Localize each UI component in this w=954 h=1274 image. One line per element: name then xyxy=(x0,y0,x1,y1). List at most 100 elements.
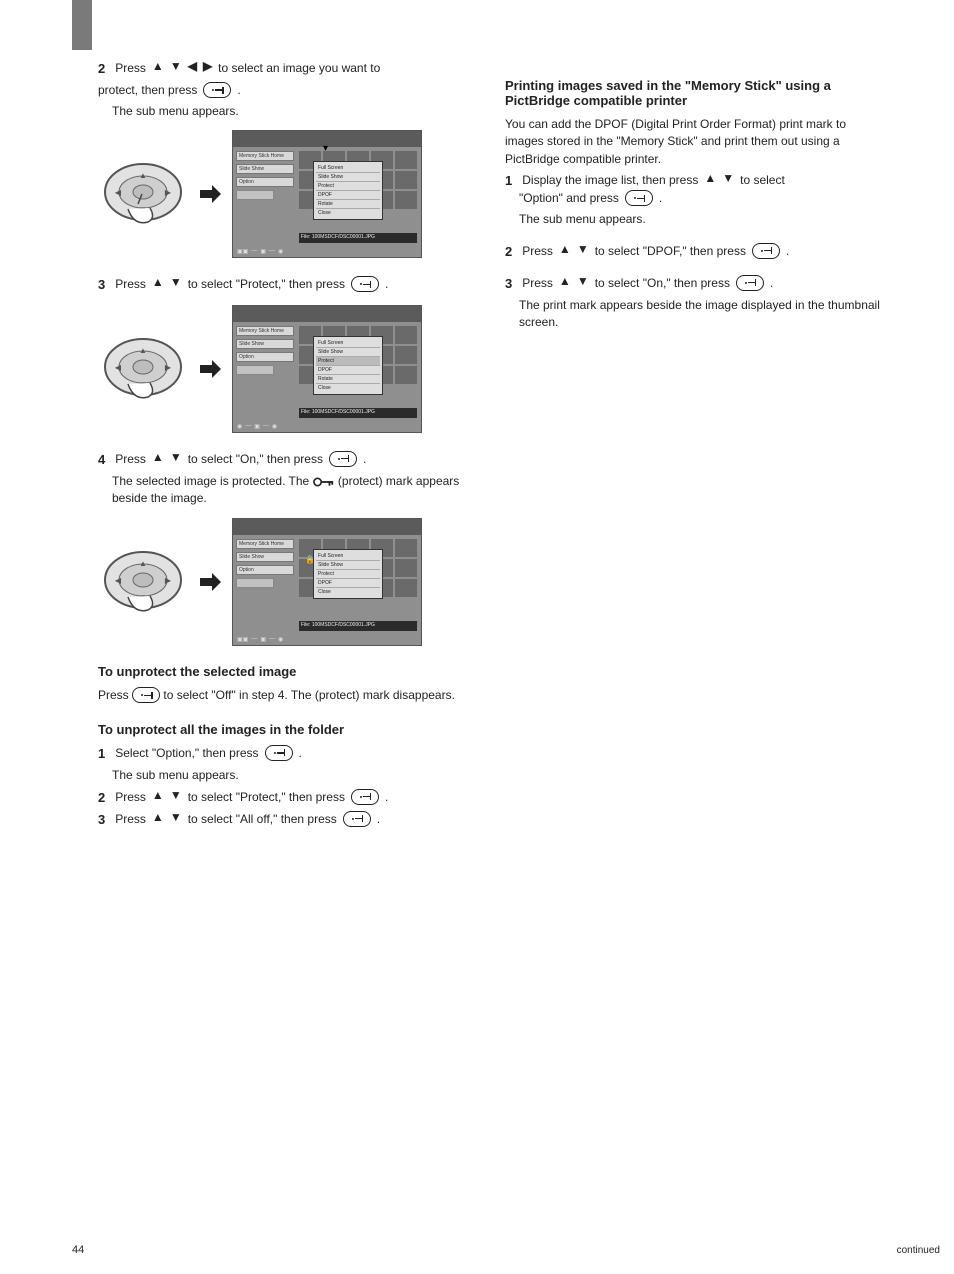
tv-screenshot-2: Memory Stick Home Slide Show Option Full… xyxy=(232,305,422,433)
menu-label: Memory Stick Home xyxy=(236,151,294,161)
arrow-up-icon: ▲ xyxy=(152,789,164,801)
step-2: 2 Press ▲ ▼ ◀ ▶ to select an image you w… xyxy=(98,60,478,258)
popup-item: Full Screen xyxy=(316,339,380,348)
enter-icon xyxy=(351,789,379,805)
enter-icon xyxy=(329,451,357,467)
svg-text:▲: ▲ xyxy=(139,559,147,568)
arrow-up-icon: ▲ xyxy=(152,60,164,72)
step-text: to select "DPOF," then press xyxy=(595,243,746,260)
step-number: 2 xyxy=(98,789,105,807)
arrow-up-icon: ▲ xyxy=(559,243,571,255)
step-number: 1 xyxy=(505,172,512,190)
page-number: 44 xyxy=(72,1244,84,1256)
step-text: Press xyxy=(115,60,146,77)
arrow-down-icon: ▼ xyxy=(170,276,182,288)
popup-item: Rotate xyxy=(316,200,380,209)
left-column: 2 Press ▲ ▼ ◀ ▶ to select an image you w… xyxy=(98,60,478,843)
popup-item: Protect xyxy=(316,357,380,366)
step-note: The selected image is protected. The xyxy=(112,474,309,488)
step-text: Press xyxy=(115,789,146,806)
menu-label: Option xyxy=(236,565,294,575)
arrow-left-icon: ◀ xyxy=(188,60,197,72)
right-step-1: 1 Display the image list, then press ▲ ▼… xyxy=(505,172,885,228)
step-number: 3 xyxy=(98,276,105,294)
arrow-down-icon: ▼ xyxy=(577,275,589,287)
arrow-up-icon: ▲ xyxy=(559,275,571,287)
popup-item: Full Screen xyxy=(316,164,380,173)
popup-item: Slide Show xyxy=(316,348,380,357)
step-text: to select "On," then press xyxy=(188,451,323,468)
step-text: . xyxy=(770,275,773,292)
body-text: to select "Off" in step 4. The (protect)… xyxy=(163,688,455,702)
step-text: to select an image you want to xyxy=(218,60,380,77)
arrow-up-icon: ▲ xyxy=(152,811,164,823)
unprotect-all-section: To unprotect all the images in the folde… xyxy=(98,722,478,829)
step-text: Press xyxy=(115,451,146,468)
enter-icon xyxy=(343,811,371,827)
menu-label: Option xyxy=(236,352,294,362)
right-step-3: 3 Press ▲ ▼ to select "On," then press .… xyxy=(505,275,885,332)
step-text: . xyxy=(786,243,789,260)
step-text: to select xyxy=(740,172,785,189)
screenshot-footer: File: 100MSDCF/DSC00001.JPG xyxy=(299,621,417,631)
step-text: Press xyxy=(522,275,553,292)
popup-item: Protect xyxy=(316,182,380,191)
step-text: Press xyxy=(522,243,553,260)
step-text: to select "On," then press xyxy=(595,275,730,292)
popup-item: Slide Show xyxy=(316,561,380,570)
key-lock-icon xyxy=(313,474,338,488)
step-text: to select "Protect," then press xyxy=(188,276,345,293)
body-text: You can add the DPOF (Digital Print Orde… xyxy=(505,116,885,168)
popup-item: Full Screen xyxy=(316,552,380,561)
popup-item: Rotate xyxy=(316,375,380,384)
step-text: Press xyxy=(115,811,146,828)
remote-illustration: ▲ ▼ ◀ ▶ xyxy=(98,329,188,409)
svg-text:◀: ◀ xyxy=(115,576,122,585)
enter-icon xyxy=(625,190,653,206)
section-title: To unprotect all the images in the folde… xyxy=(98,722,478,737)
svg-text:▶: ▶ xyxy=(165,576,172,585)
right-step-2: 2 Press ▲ ▼ to select "DPOF," then press… xyxy=(505,243,885,261)
step-text: . xyxy=(237,82,240,99)
step-note: The sub menu appears. xyxy=(112,103,478,120)
step-text: to select "Protect," then press xyxy=(188,789,345,806)
remote-illustration: ▲ ▼ ◀ ▶ xyxy=(98,542,188,622)
enter-icon xyxy=(752,243,780,259)
step-text: protect, then press xyxy=(98,82,197,99)
tv-screenshot-3: Memory Stick Home Slide Show Option Full… xyxy=(232,518,422,646)
enter-icon xyxy=(265,745,293,761)
enter-icon xyxy=(132,687,160,703)
section-title: Printing images saved in the "Memory Sti… xyxy=(505,78,885,108)
step-note: The sub menu appears. xyxy=(519,211,885,228)
step-text: Display the image list, then press xyxy=(522,172,698,189)
step-note: The print mark appears beside the image … xyxy=(519,297,885,332)
arrow-right-big-icon xyxy=(198,182,222,206)
arrow-down-icon: ▼ xyxy=(170,60,182,72)
menu-label: Slide Show xyxy=(236,552,294,562)
menu-label: Option xyxy=(236,177,294,187)
unprotect-section: To unprotect the selected image Press to… xyxy=(98,664,478,704)
arrow-down-icon: ▼ xyxy=(170,451,182,463)
step-text: Select "Option," then press xyxy=(115,745,258,762)
step-text: . xyxy=(377,811,380,828)
svg-text:▶: ▶ xyxy=(165,188,172,197)
arrow-up-icon: ▲ xyxy=(152,451,164,463)
step-4: 4 Press ▲ ▼ to select "On," then press .… xyxy=(98,451,478,646)
arrow-down-icon: ▼ xyxy=(170,789,182,801)
arrow-right-big-icon xyxy=(198,570,222,594)
menu-label: Memory Stick Home xyxy=(236,539,294,549)
remote-illustration: ▲ ▼ ◀ ▶ xyxy=(98,154,188,234)
step-note: The sub menu appears. xyxy=(112,767,478,784)
arrow-down-icon: ▼ xyxy=(170,811,182,823)
step-text: . xyxy=(363,451,366,468)
tv-screenshot-1: Memory Stick Home Slide Show Option Full… xyxy=(232,130,422,258)
popup-item: DPOF xyxy=(316,366,380,375)
step-number: 1 xyxy=(98,745,105,763)
popup-item: Close xyxy=(316,588,380,596)
popup-item: Close xyxy=(316,384,380,392)
step-number: 3 xyxy=(505,275,512,293)
right-column: Printing images saved in the "Memory Sti… xyxy=(505,60,885,346)
svg-text:▲: ▲ xyxy=(139,346,147,355)
figure-row-3: ▲ ▼ ◀ ▶ Memory Stick Home Slide Show xyxy=(98,518,478,646)
arrow-right-icon: ▶ xyxy=(203,60,212,72)
